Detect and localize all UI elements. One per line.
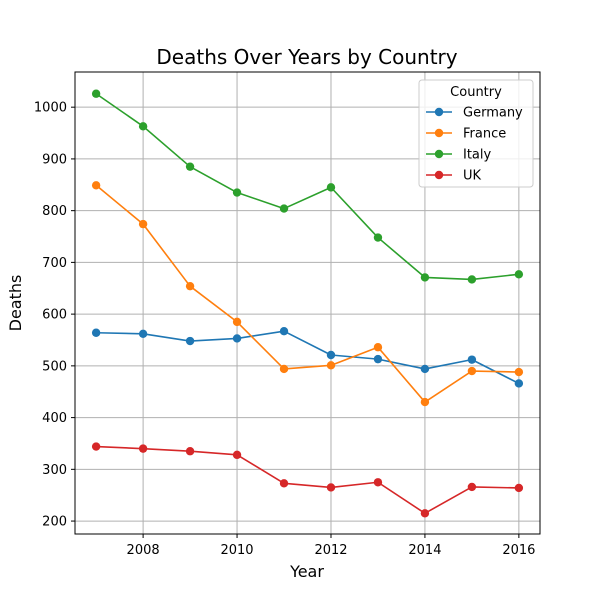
- data-point: [514, 367, 524, 377]
- data-point: [232, 334, 242, 343]
- data-point: [279, 364, 289, 374]
- data-point: [185, 162, 195, 171]
- ticks: 2008 2010 2012 2014 2016 200 300 400 500 600 700 80…: [34, 101, 536, 558]
- data-point: [467, 482, 477, 492]
- data-point: [326, 350, 336, 360]
- data-point: [373, 478, 383, 487]
- legend-item: France: [426, 127, 506, 142]
- legend-label: Germany: [463, 106, 523, 121]
- data-point: [138, 122, 148, 131]
- data-point: [91, 181, 101, 190]
- data-point: [138, 444, 148, 453]
- legend-title: Country: [450, 85, 502, 100]
- series-france: [91, 181, 524, 407]
- data-point: [91, 328, 101, 337]
- series-line: [96, 330, 520, 385]
- x-tick-label: 2010: [220, 543, 253, 558]
- legend-item: UK: [426, 169, 482, 184]
- y-tick-label: 400: [42, 411, 67, 426]
- legend-marker: [434, 128, 444, 138]
- y-tick-label: 600: [42, 308, 67, 323]
- data-point: [467, 275, 477, 284]
- legend-marker: [434, 149, 444, 159]
- x-tick-label: 2016: [502, 543, 535, 558]
- y-tick-label: 500: [42, 359, 67, 374]
- y-tick-label: 1000: [34, 101, 67, 116]
- series-germany: [91, 326, 524, 388]
- x-tick-label: 2008: [127, 543, 160, 558]
- x-tick-label: 2012: [314, 543, 347, 558]
- data-point: [373, 354, 383, 364]
- data-point: [420, 397, 430, 407]
- data-point: [420, 273, 430, 282]
- data-point: [279, 326, 289, 336]
- series-line: [95, 184, 519, 403]
- legend-box: [418, 79, 534, 188]
- legend-label: Italy: [463, 148, 492, 163]
- series-layer: [91, 89, 524, 518]
- data-point: [185, 281, 195, 291]
- data-point: [138, 219, 148, 229]
- data-point: [373, 233, 383, 242]
- legend-item: Germany: [426, 106, 523, 121]
- y-tick-label: 800: [42, 204, 67, 219]
- data-point: [467, 355, 477, 364]
- data-point: [420, 509, 430, 518]
- data-point: [326, 361, 336, 370]
- data-point: [326, 183, 336, 192]
- plot-frame: [74, 71, 541, 535]
- data-point: [138, 329, 148, 338]
- y-tick-label: 900: [42, 152, 67, 167]
- data-point: [91, 442, 101, 451]
- data-point: [420, 364, 430, 374]
- series-line: [95, 93, 519, 281]
- series-italy: [91, 89, 524, 284]
- legend-items: Germany France Italy UK: [426, 106, 523, 184]
- data-point: [514, 483, 524, 493]
- data-point: [185, 336, 195, 346]
- chart-title: Deaths Over Years by Country: [156, 45, 457, 69]
- data-point: [467, 366, 477, 376]
- data-point: [232, 317, 242, 327]
- data-point: [185, 447, 195, 456]
- x-tick-label: 2014: [408, 543, 441, 558]
- legend: Country Germany France Italy UK: [418, 79, 534, 188]
- data-point: [514, 379, 524, 388]
- y-tick-label: 200: [42, 515, 67, 530]
- legend-label: France: [463, 127, 506, 142]
- legend-item: Italy: [426, 148, 492, 163]
- y-tick-label: 300: [42, 463, 67, 478]
- series-line: [96, 445, 519, 515]
- data-point: [91, 89, 101, 98]
- legend-label: UK: [463, 169, 482, 184]
- x-axis-title: Year: [289, 562, 324, 581]
- data-point: [326, 483, 336, 492]
- data-point: [373, 343, 383, 352]
- data-point: [514, 270, 524, 279]
- y-tick-label: 700: [42, 256, 67, 271]
- data-point: [232, 188, 242, 197]
- data-point: [279, 204, 289, 213]
- data-point: [279, 479, 289, 488]
- legend-marker: [434, 107, 444, 117]
- data-point: [232, 450, 242, 460]
- y-axis-title: Deaths: [6, 275, 25, 332]
- legend-marker: [434, 170, 444, 180]
- series-uk: [91, 442, 524, 518]
